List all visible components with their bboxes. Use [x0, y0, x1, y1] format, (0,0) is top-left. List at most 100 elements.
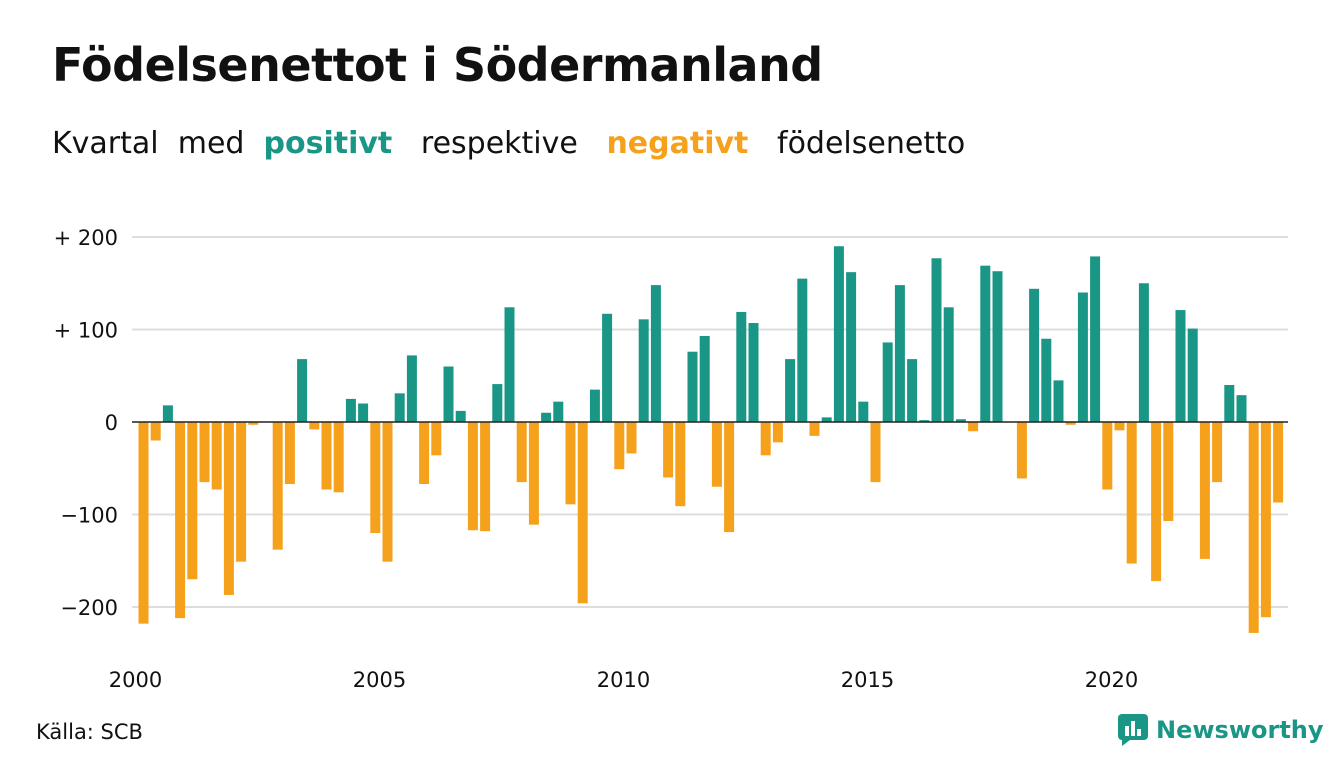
bar	[1187, 328, 1198, 422]
bar	[1114, 422, 1125, 431]
bar	[894, 285, 905, 422]
bar	[699, 335, 710, 422]
bar	[162, 405, 173, 422]
bar	[321, 422, 332, 490]
bar	[968, 422, 979, 432]
bar	[528, 422, 539, 525]
bar	[541, 412, 552, 422]
bar	[1138, 283, 1149, 422]
bar	[553, 401, 564, 422]
bar	[858, 401, 869, 422]
y-tick-label: + 200	[54, 226, 118, 250]
bar	[492, 384, 503, 422]
bar	[1224, 385, 1235, 422]
bar	[1163, 422, 1174, 521]
bar	[943, 307, 954, 422]
y-tick-label: + 100	[54, 319, 118, 343]
bar	[223, 422, 234, 595]
bar	[638, 319, 649, 422]
bar	[1053, 380, 1064, 422]
bar	[516, 422, 527, 483]
bar	[309, 422, 320, 430]
x-tick-label: 2020	[1085, 668, 1138, 692]
bar	[833, 246, 844, 422]
bar	[846, 272, 857, 422]
bar	[919, 420, 930, 422]
bar-chart: + 200 + 100 0 −100 −200 2000 2005 2010 2015 2020	[54, 226, 1288, 692]
bar	[565, 422, 576, 505]
bar	[785, 359, 796, 422]
bar	[1260, 422, 1271, 618]
bar	[138, 422, 149, 624]
brand-name: Newsworthy	[1156, 716, 1324, 744]
subtitle-word-respektive: respektive	[420, 126, 578, 161]
bar	[980, 265, 991, 422]
bar	[1029, 288, 1040, 422]
bar	[455, 410, 466, 422]
bar	[297, 359, 308, 422]
bar	[394, 393, 405, 422]
bar	[370, 422, 381, 533]
subtitle-word-med: med	[177, 126, 245, 161]
bar	[382, 422, 393, 562]
bar	[1041, 338, 1052, 422]
bar	[736, 311, 747, 422]
x-tick-label: 2000	[109, 668, 162, 692]
bar	[724, 422, 735, 533]
subtitle-word-kvartal: Kvartal	[52, 126, 159, 161]
bar	[358, 403, 369, 422]
bar	[577, 422, 588, 604]
bar	[175, 422, 186, 619]
bar	[211, 422, 222, 490]
chart-subtitle: Kvartal med positivt respektive negativt…	[52, 126, 965, 161]
bar	[955, 419, 966, 422]
bar	[626, 422, 637, 454]
bar	[711, 422, 722, 487]
bar	[1212, 422, 1223, 483]
bar	[821, 417, 832, 422]
source-note: Källa: SCB	[36, 720, 143, 744]
x-tick-label: 2015	[841, 668, 894, 692]
bar	[809, 422, 820, 436]
bar	[284, 422, 295, 484]
bar	[907, 359, 918, 422]
bar	[1077, 292, 1088, 422]
bar	[248, 422, 259, 425]
bar	[1273, 422, 1284, 503]
bar	[1248, 422, 1259, 633]
x-tick-label: 2010	[597, 668, 650, 692]
bar	[663, 422, 674, 478]
subtitle-negative: negativt	[606, 126, 749, 161]
bar	[187, 422, 198, 580]
bar	[992, 271, 1003, 422]
bar	[443, 366, 454, 422]
bar	[199, 422, 210, 483]
bar	[333, 422, 344, 493]
bar	[467, 422, 478, 531]
bar	[931, 258, 942, 422]
bar	[650, 285, 661, 422]
bar	[1126, 422, 1137, 564]
bar	[504, 307, 515, 422]
y-tick-label: 0	[105, 411, 118, 435]
bar	[797, 278, 808, 422]
bar	[589, 389, 600, 422]
bar	[272, 422, 283, 550]
y-tick-label: −100	[60, 504, 118, 528]
bar	[1199, 422, 1210, 559]
bar	[760, 422, 771, 456]
bar	[1151, 422, 1162, 582]
bar	[1090, 256, 1101, 422]
bar	[150, 422, 161, 441]
newsworthy-logo-icon	[1118, 714, 1148, 746]
chart-title: Födelsenettot i Södermanland	[52, 38, 823, 92]
bar	[1175, 310, 1186, 422]
bar	[870, 422, 881, 483]
bar	[1016, 422, 1027, 479]
subtitle-positive: positivt	[263, 126, 393, 161]
y-tick-label: −200	[60, 596, 118, 620]
brand: Newsworthy	[1118, 714, 1324, 746]
bar	[1236, 395, 1247, 422]
bar	[236, 422, 247, 562]
bar	[748, 323, 759, 422]
